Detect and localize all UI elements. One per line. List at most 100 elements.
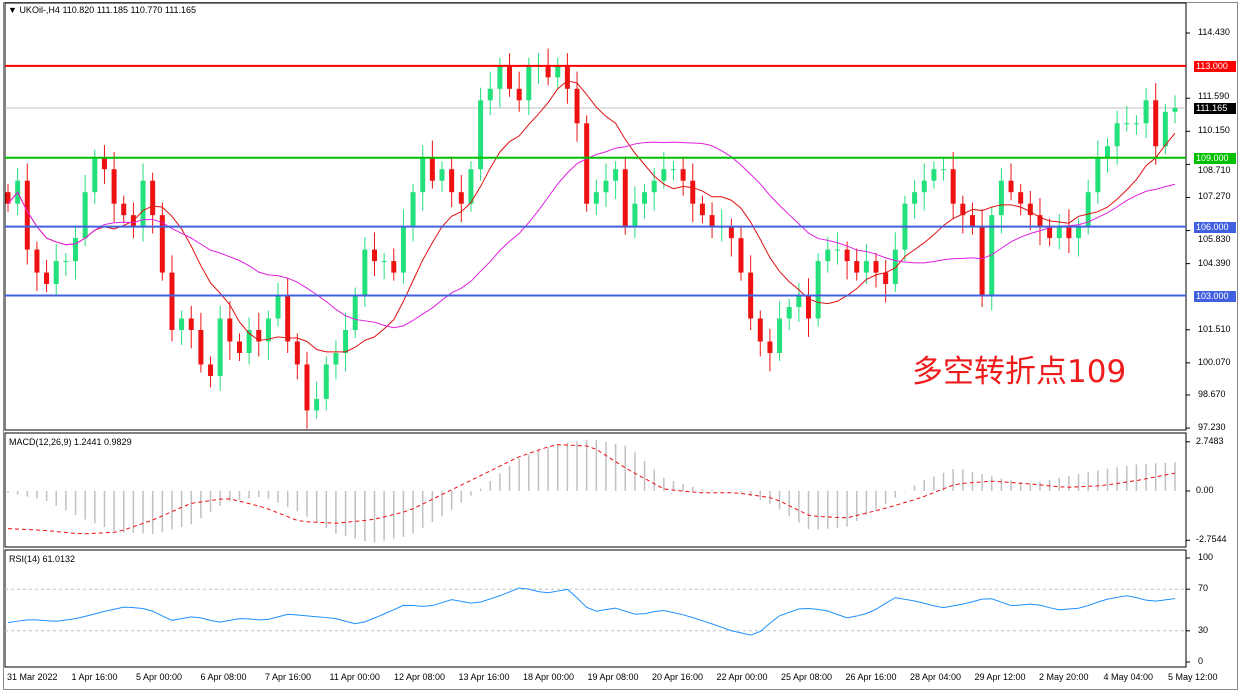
candle-body (642, 192, 648, 204)
time-label: 20 Apr 16:00 (652, 672, 704, 682)
level-tag: 103.000 (1194, 290, 1236, 302)
price-tick-label: 111.590 (1198, 90, 1230, 101)
candle-body (1027, 203, 1033, 216)
time-label: 11 Apr 00:00 (329, 672, 380, 682)
macd-signal-line (7, 444, 1176, 535)
candle-body (526, 65, 532, 101)
candle-body (555, 65, 561, 78)
candle-body (352, 295, 358, 331)
time-label: 12 Apr 08:00 (394, 672, 446, 682)
candle-body (593, 192, 599, 204)
symbol-header: ▼ UKOil-,H4 110.820 111.185 110.770 111.… (8, 5, 196, 16)
candle-body (468, 169, 474, 204)
candle-body (497, 65, 503, 89)
price-tick-label: 104.390 (1198, 257, 1231, 268)
pane-0 (4, 2, 1187, 431)
candle-body (256, 330, 262, 342)
candle-body (63, 261, 69, 263)
candle-body (5, 192, 11, 204)
level-tag: 109.000 (1194, 152, 1236, 164)
time-label: 25 Apr 08:00 (781, 672, 833, 682)
candle-body (420, 157, 426, 193)
candle-body (863, 261, 869, 273)
candle-body (651, 180, 657, 193)
candle-body (1085, 192, 1091, 227)
candle-body (921, 180, 927, 193)
candle-body (169, 272, 175, 331)
price-tick-label: 114.430 (1198, 27, 1230, 37)
candle-body (931, 169, 937, 181)
candle-body (854, 261, 860, 273)
candle-body (998, 180, 1004, 216)
candle-body (844, 249, 850, 262)
candle-body (680, 169, 686, 181)
price-tick-label: 100.070 (1198, 356, 1231, 367)
candle-body (545, 65, 551, 78)
candle-body (777, 318, 783, 353)
annotation-text: 多空转折点109 (912, 354, 1127, 390)
price-tick-label: 101.510 (1198, 323, 1231, 334)
candle-body (1066, 226, 1072, 239)
candle-body (217, 318, 223, 376)
price-tick-label: 108.710 (1198, 164, 1231, 175)
time-label: 6 Apr 08:00 (200, 672, 247, 682)
candle-body (275, 295, 281, 319)
candle-body (439, 169, 445, 181)
time-label: 28 Apr 04:00 (910, 672, 962, 682)
candle-body (1172, 107, 1178, 112)
candle-body (487, 88, 493, 101)
price-tick-label: 98.670 (1198, 389, 1226, 399)
candle-body (661, 169, 667, 181)
time-label: 31 Mar 2022 (7, 672, 58, 682)
candle-body (1124, 123, 1130, 125)
macd-label: MACD(12,26,9) 1.2441 0.9829 (9, 437, 132, 447)
candle-body (796, 295, 802, 308)
candle-body (873, 261, 879, 273)
dropdown-triangle-icon[interactable]: ▼ (8, 5, 17, 15)
time-label: 7 Apr 16:00 (265, 672, 312, 682)
candle-body (343, 330, 349, 353)
symbol-ohlc: UKOil-,H4 110.820 111.185 110.770 111.16… (19, 5, 197, 15)
candle-body (82, 192, 88, 239)
candle-body (101, 157, 107, 170)
macd-tick-label: -2.7544 (1196, 534, 1227, 545)
macd-tick-label: 2.7483 (1196, 435, 1224, 446)
candle-body (478, 100, 484, 170)
candle-body (1047, 226, 1053, 239)
candle-body (1056, 226, 1062, 239)
candle-body (179, 318, 185, 331)
candle-body (960, 203, 966, 216)
candle-body (1076, 226, 1082, 239)
candle-body (564, 65, 570, 89)
current-price-tag: 111.165 (1194, 102, 1236, 114)
level-tag: 113.000 (1194, 60, 1236, 72)
candle-body (757, 318, 763, 342)
candle-body (246, 330, 252, 353)
price-tick-label: 97.230 (1198, 422, 1226, 433)
candle-body (1037, 215, 1043, 227)
rsi-tick-label: 100 (1198, 552, 1214, 562)
candle-body (892, 249, 898, 285)
candle-body (198, 330, 204, 365)
candle-body (1162, 111, 1168, 147)
candle-body (584, 123, 590, 204)
rsi-line (7, 587, 1176, 636)
candle-body (738, 238, 744, 273)
candle-body (150, 180, 156, 216)
candle-body (622, 169, 628, 227)
candle-body (44, 272, 50, 285)
candle-body (111, 169, 117, 204)
candle-body (574, 88, 580, 124)
candle-body (236, 341, 242, 353)
candle-body (1018, 192, 1024, 204)
candle-body (227, 318, 233, 342)
price-tick-label: 105.830 (1198, 233, 1231, 244)
ma-slow-line (7, 141, 1176, 329)
candle-body (834, 249, 840, 251)
candle-body (709, 215, 715, 227)
rsi-tick-label: 30 (1198, 624, 1209, 635)
candle-body (400, 226, 406, 273)
time-label: 22 Apr 00:00 (716, 672, 768, 682)
candle-body (294, 341, 300, 365)
